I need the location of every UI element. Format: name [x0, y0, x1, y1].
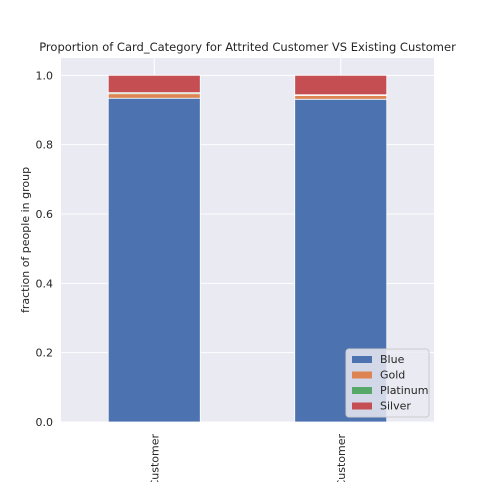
legend-swatch-platinum: [352, 387, 372, 394]
y-tick-label: 0.4: [36, 277, 54, 290]
y-tick-label: 0.6: [36, 208, 54, 221]
legend-frame: [345, 348, 430, 418]
legend-swatch-silver: [352, 402, 372, 410]
legend-label: Blue: [380, 353, 405, 366]
x-tick-label: Customer: [335, 434, 348, 482]
y-tick-label: 0.0: [36, 416, 54, 429]
legend-swatch-gold: [352, 371, 372, 379]
legend-label: Gold: [380, 369, 405, 382]
legend-label: Silver: [380, 400, 411, 413]
bar-segment-silver: [107, 74, 201, 94]
bar-segment-gold: [294, 95, 388, 100]
x-tick-label: Customer: [148, 434, 161, 482]
bar-segment-blue: [107, 97, 201, 423]
legend-label: Platinum: [380, 384, 428, 397]
y-axis-ticks: 0.0 0.2 0.4 0.6 0.8 1.0: [36, 69, 54, 429]
y-tick-label: 0.8: [36, 139, 54, 152]
legend: Blue Gold Platinum Silver: [345, 348, 430, 418]
x-axis-ticks: Customer Customer: [148, 434, 348, 482]
y-tick-label: 0.2: [36, 347, 54, 360]
bar-segment-gold: [107, 93, 201, 99]
legend-swatch-blue: [352, 356, 372, 363]
bar-segment-silver: [294, 74, 388, 96]
chart-title: Proportion of Card_Category for Attrited…: [39, 40, 456, 54]
y-tick-label: 1.0: [36, 69, 54, 82]
y-axis-label: fraction of people in group: [19, 167, 32, 313]
